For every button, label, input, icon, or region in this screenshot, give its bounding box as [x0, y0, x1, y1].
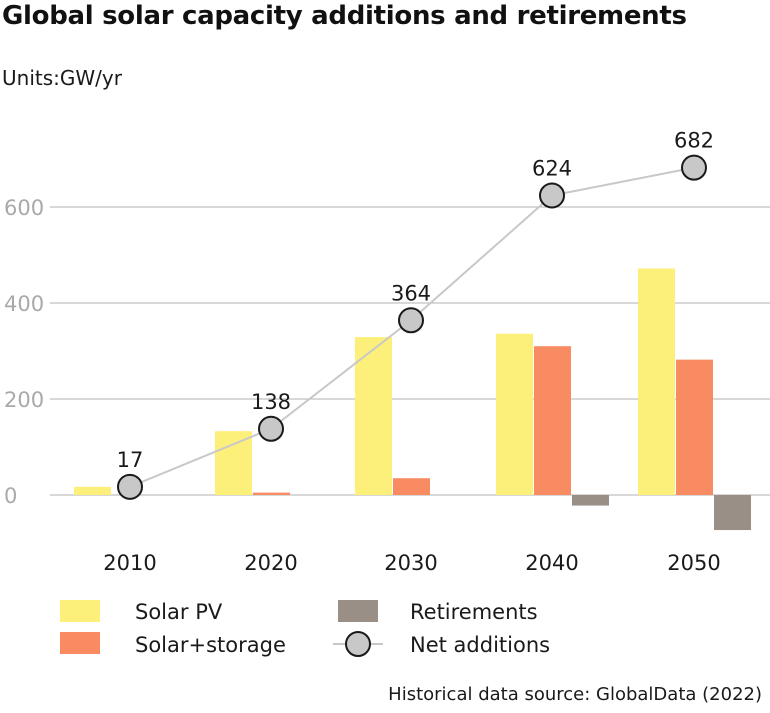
x-tick-label-2050: 2050	[667, 551, 720, 575]
y-tick-label-0: 0	[4, 484, 17, 508]
legend-label-net-additions: Net additions	[410, 633, 550, 657]
solar-storage-bar-2030	[393, 478, 430, 495]
legend: Solar PV Solar+storage Retirements Net addi…	[60, 600, 550, 657]
x-tick-label-2040: 2040	[525, 551, 578, 575]
net-additions-label-2040: 624	[532, 156, 572, 180]
legend-swatch-net-additions-marker	[345, 631, 371, 657]
solar-storage-bar-2050	[676, 359, 713, 495]
net-additions-marker-2010	[117, 473, 143, 500]
solar-pv-bar-2050	[638, 268, 675, 495]
legend-swatch-retirements	[338, 600, 378, 622]
y-tick-label-600: 600	[4, 196, 44, 220]
bars	[74, 268, 751, 531]
solar-pv-bar-2010	[74, 486, 111, 495]
retirements-bar-2050	[714, 495, 751, 531]
x-tick-label-2020: 2020	[244, 551, 297, 575]
solar-pv-bar-2020	[215, 431, 252, 495]
solar-storage-bar-2020	[253, 492, 290, 495]
solar-pv-bar-2040	[496, 333, 533, 495]
net-additions-marker-2050	[681, 154, 707, 181]
net-additions-marker-2030	[398, 307, 424, 334]
chart-title: Global solar capacity additions and reti…	[2, 1, 687, 31]
net-additions-marker-2040	[539, 182, 565, 209]
legend-label-retirements: Retirements	[410, 600, 538, 624]
x-tick-label-2030: 2030	[384, 551, 437, 575]
y-tick-label-200: 200	[4, 388, 44, 412]
net-additions-label-2010: 17	[117, 448, 144, 472]
net-additions-marker-2020	[258, 415, 284, 442]
solar-storage-bar-2040	[534, 346, 571, 495]
legend-swatch-solar-pv	[60, 600, 100, 622]
net-additions-label-2050: 682	[674, 129, 714, 153]
net-additions-series	[117, 154, 707, 500]
legend-label-solar-storage: Solar+storage	[135, 633, 286, 657]
net-additions-label-2020: 138	[251, 390, 291, 414]
solar-pv-bar-2030	[355, 337, 392, 495]
net-additions-label-2030: 364	[391, 281, 431, 305]
retirements-bar-2040	[572, 495, 609, 506]
y-tick-label-400: 400	[4, 292, 44, 316]
legend-swatch-solar-storage	[60, 632, 100, 654]
data-source-note: Historical data source: GlobalData (2022…	[388, 684, 762, 705]
units-label: Units:GW/yr	[2, 66, 122, 90]
x-tick-label-2010: 2010	[103, 551, 156, 575]
legend-label-solar-pv: Solar PV	[135, 600, 223, 624]
labels: 2010 2020 2030 2040 2050 17 138 364 624 682	[103, 129, 720, 575]
